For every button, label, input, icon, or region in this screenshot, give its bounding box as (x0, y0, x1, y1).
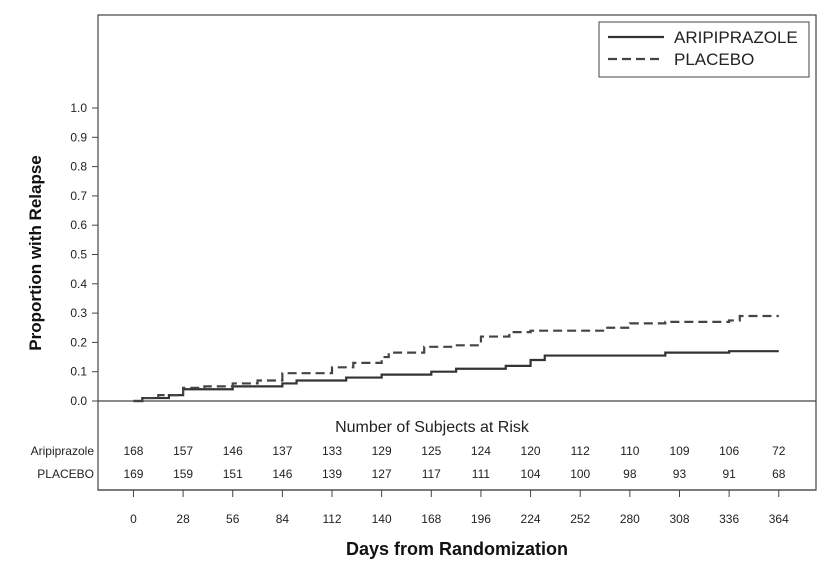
x-tick-label: 140 (372, 512, 392, 526)
risk-count: 100 (570, 467, 590, 481)
x-tick-label: 252 (570, 512, 590, 526)
y-tick-label: 0.0 (70, 394, 87, 408)
risk-count: 112 (571, 444, 590, 458)
risk-count: 91 (722, 467, 736, 481)
y-tick-label: 0.3 (70, 306, 87, 320)
y-tick-label: 0.7 (70, 189, 87, 203)
risk-row-label: Aripiprazole (31, 444, 95, 458)
legend: ARIPIPRAZOLE PLACEBO (598, 21, 810, 78)
risk-count: 157 (173, 444, 193, 458)
y-tick-label: 0.5 (70, 248, 87, 262)
series-layer (133, 314, 779, 403)
x-tick-label: 28 (176, 512, 190, 526)
risk-count: 137 (272, 444, 292, 458)
x-tick-label: 0 (130, 512, 137, 526)
risk-count: 129 (372, 444, 392, 458)
y-axis-title: Proportion with Relapse (26, 155, 45, 351)
y-tick-label: 0.8 (70, 160, 87, 174)
series-line-aripiprazole (133, 350, 779, 403)
risk-count: 111 (472, 467, 491, 481)
risk-count: 93 (673, 467, 687, 481)
risk-count: 146 (223, 444, 243, 458)
legend-label-aripiprazole: ARIPIPRAZOLE (674, 28, 798, 47)
x-axis-ticks: 0 28 56 84 112 140 168 196 224 252 280 308 336 364 (130, 490, 789, 526)
risk-count: 151 (223, 467, 243, 481)
x-tick-label: 224 (521, 512, 541, 526)
x-tick-label: 168 (421, 512, 441, 526)
y-tick-label: 0.6 (70, 218, 87, 232)
y-tick-label: 0.9 (70, 130, 87, 144)
risk-count: 169 (123, 467, 143, 481)
risk-count: 146 (272, 467, 292, 481)
y-tick-label: 0.4 (70, 277, 87, 291)
y-tick-label: 1.0 (70, 101, 87, 115)
risk-count: 168 (123, 444, 143, 458)
x-tick-label: 308 (669, 512, 689, 526)
risk-table: Aripiprazole 168 157 146 137 133 129 125 124 120 1… (31, 444, 786, 481)
risk-count: 120 (521, 444, 541, 458)
risk-count: 125 (421, 444, 441, 458)
legend-box (598, 21, 810, 78)
x-tick-label: 364 (769, 512, 789, 526)
risk-count: 124 (471, 444, 491, 458)
risk-count: 106 (719, 444, 739, 458)
x-tick-label: 336 (719, 512, 739, 526)
x-tick-label: 112 (322, 512, 341, 526)
x-tick-label: 196 (471, 512, 491, 526)
series-line-placebo (133, 314, 779, 403)
risk-count: 117 (422, 467, 441, 481)
risk-count: 139 (322, 467, 342, 481)
risk-count: 72 (772, 444, 786, 458)
x-tick-label: 84 (276, 512, 290, 526)
risk-count: 109 (669, 444, 689, 458)
legend-label-placebo: PLACEBO (674, 50, 754, 69)
risk-table-title: Number of Subjects at Risk (335, 419, 530, 436)
risk-count: 159 (173, 467, 193, 481)
risk-count: 98 (623, 467, 637, 481)
x-tick-label: 280 (620, 512, 640, 526)
risk-count: 127 (372, 467, 392, 481)
y-axis-ticks: 0.0 0.1 0.2 0.3 0.4 0.5 0.6 0.7 0.8 0.9 1.0 (70, 101, 98, 408)
risk-count: 110 (620, 444, 639, 458)
risk-count: 104 (521, 467, 541, 481)
x-tick-label: 56 (226, 512, 240, 526)
y-tick-label: 0.2 (70, 335, 87, 349)
x-axis-title: Days from Randomization (346, 539, 568, 559)
risk-count: 133 (322, 444, 342, 458)
risk-row-label: PLACEBO (37, 467, 94, 481)
y-tick-label: 0.1 (70, 365, 87, 379)
risk-count: 68 (772, 467, 786, 481)
